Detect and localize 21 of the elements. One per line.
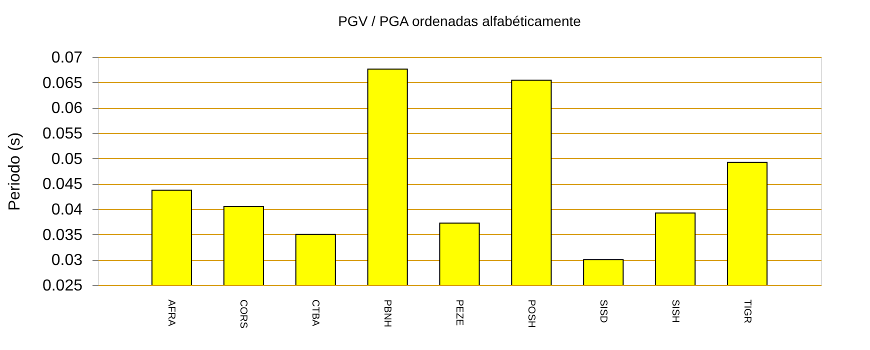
y-tick-label: 0.065 [42,74,83,92]
y-tick-label: 0.07 [51,50,83,66]
y-tick-label: 0.045 [42,176,83,194]
x-tick-label: TIGR [741,300,752,324]
y-tick-label: 0.03 [51,252,83,270]
x-tick-label: SISH [669,300,680,323]
x-tick-label: AFRA [166,300,177,326]
y-tick-label: 0.055 [42,126,83,142]
x-tick-label: POSH [525,300,536,328]
y-tick-label: 0.04 [51,202,83,218]
y-tick-label: 0.06 [51,100,83,118]
y-tick-label: 0.035 [42,226,83,244]
chart-title: PGV / PGA ordenadas alfabéticamente [338,13,582,29]
x-tick-label: PBNH [382,300,393,328]
y-tick-label: 0.025 [42,278,83,294]
x-tick-label: CORS [238,300,249,329]
x-tick-label: CTBA [310,300,321,326]
x-tick-label: SISD [597,300,608,323]
y-tick-label: 0.05 [51,150,83,168]
y-axis-title: Periodo (s) [6,132,24,211]
x-tick-label: PEZE [454,300,464,326]
